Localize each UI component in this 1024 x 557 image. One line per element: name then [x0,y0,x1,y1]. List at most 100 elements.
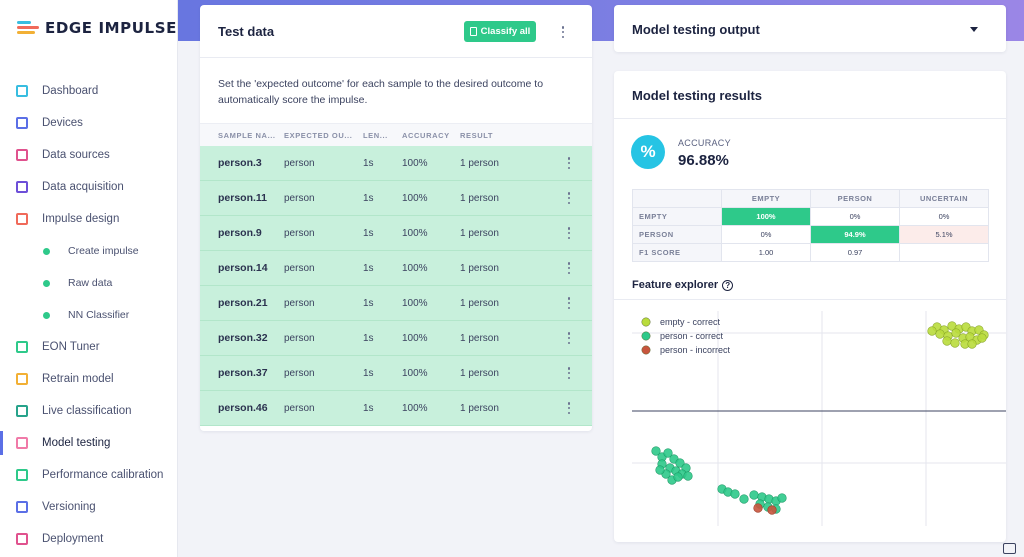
row-options-icon[interactable] [567,227,571,239]
table-row[interactable]: person.46 person 1s 100% 1 person [200,391,592,426]
scatter-point[interactable] [655,465,665,475]
table-row[interactable]: person.9 person 1s 100% 1 person [200,216,592,251]
sidebar-item[interactable]: EON Tuner [0,333,178,361]
scatter-point[interactable] [942,336,952,346]
row-options-icon[interactable] [567,332,571,344]
brand-logo[interactable]: EDGE IMPULSE [17,19,177,37]
bullet-icon [43,279,50,287]
results-title: Model testing results [632,88,763,103]
sidebar-item-label: Devices [42,117,83,129]
cell-result: 1 person [460,298,499,309]
sidebar-item[interactable]: Devices [0,109,178,137]
matrix-cell: 100% [721,207,811,226]
sidebar-item[interactable]: Versioning [0,493,178,521]
cell-accuracy: 100% [402,263,428,274]
sidebar-item-label: Impulse design [42,213,120,225]
sidebar-item[interactable]: Performance calibration [0,461,178,489]
cell-result: 1 person [460,368,499,379]
table-row[interactable]: person.3 person 1s 100% 1 person [200,146,592,181]
table-row[interactable]: person.37 person 1s 100% 1 person [200,356,592,391]
column-header[interactable]: LEN... [363,131,388,140]
test-data-description: Set the 'expected outcome' for each samp… [218,78,544,106]
table-row[interactable]: person.11 person 1s 100% 1 person [200,181,592,216]
sidebar-item[interactable]: Retrain model [0,365,178,393]
sidebar-item-label: Live classification [42,405,132,417]
sidebar-item[interactable]: Create impulse [0,237,178,265]
sidebar-item[interactable]: Deployment [0,525,178,553]
sample-name[interactable]: person.3 [218,157,262,169]
scatter-point[interactable] [777,493,787,503]
sample-name[interactable]: person.46 [218,402,268,414]
scatter-point[interactable] [753,503,763,513]
sample-name[interactable]: person.37 [218,367,268,379]
wand-icon [16,149,28,161]
scatter-point[interactable] [977,333,987,343]
scatter-point[interactable] [739,494,749,504]
cell-result: 1 person [460,333,499,344]
chip-icon [16,117,28,129]
sidebar-item[interactable]: Impulse design [0,205,178,233]
row-options-icon[interactable] [567,402,571,414]
sidebar-item[interactable]: Data sources [0,141,178,169]
scatter-point[interactable] [730,489,740,499]
sidebar-item[interactable]: Data acquisition [0,173,178,201]
sample-name[interactable]: person.11 [218,192,268,204]
scatter-point[interactable] [927,326,937,336]
cell-expected: person [284,298,315,309]
sample-name[interactable]: person.21 [218,297,268,309]
scatter-point[interactable] [950,338,960,348]
column-header[interactable]: RESULT [460,131,494,140]
clipboard-icon [469,27,477,36]
cell-expected: person [284,158,315,169]
scatter-point[interactable] [651,446,661,456]
matrix-corner [632,189,722,208]
column-header[interactable]: SAMPLE NA... [218,131,276,140]
divider [200,57,592,58]
matrix-row-header: PERSON [632,225,722,244]
row-options-icon[interactable] [567,367,571,379]
feedback-icon[interactable] [1003,543,1016,554]
matrix-cell: 0% [810,207,900,226]
row-options-icon[interactable] [567,157,571,169]
chevron-down-icon[interactable] [970,27,978,32]
more-options-icon[interactable] [561,26,565,38]
scatter-point[interactable] [683,471,693,481]
legend-marker[interactable] [641,331,651,341]
box-icon [16,533,28,545]
row-options-icon[interactable] [567,297,571,309]
scatter-point[interactable] [675,458,685,468]
matrix-col-header: EMPTY [721,189,811,208]
sample-name[interactable]: person.9 [218,227,262,239]
legend-marker[interactable] [641,345,651,355]
classify-all-button[interactable]: Classify all [464,21,536,42]
matrix-cell: 1.00 [721,243,811,262]
cell-expected: person [284,368,315,379]
table-row[interactable]: person.14 person 1s 100% 1 person [200,251,592,286]
scatter-point[interactable] [967,339,977,349]
column-header[interactable]: EXPECTED OU... [284,131,353,140]
sidebar-item[interactable]: Model testing [0,429,178,457]
sidebar-item[interactable]: Raw data [0,269,178,297]
cell-accuracy: 100% [402,228,428,239]
model-testing-output-dropdown[interactable]: Model testing output [614,5,1006,52]
sample-name[interactable]: person.32 [218,332,268,344]
scatter-point[interactable] [767,505,777,515]
scatter-point[interactable] [673,472,683,482]
scatter-point[interactable] [663,448,673,458]
sample-name[interactable]: person.14 [218,262,268,274]
sidebar-item[interactable]: NN Classifier [0,301,178,329]
scatter-point[interactable] [951,328,961,338]
scatter-point[interactable] [749,490,759,500]
table-row[interactable]: person.21 person 1s 100% 1 person [200,286,592,321]
column-header[interactable]: ACCURACY [402,131,450,140]
feature-explorer-plot[interactable]: empty - correct person - correct person - … [632,311,1006,526]
row-options-icon[interactable] [567,262,571,274]
help-icon[interactable]: ? [722,279,734,291]
sidebar-item[interactable]: Dashboard [0,77,178,105]
sidebar-item[interactable]: Live classification [0,397,178,425]
legend-marker[interactable] [641,317,651,327]
test-data-panel: Test data Classify all Set the 'expected… [200,5,592,431]
row-options-icon[interactable] [567,192,571,204]
scatter-point[interactable] [935,329,945,339]
table-row[interactable]: person.32 person 1s 100% 1 person [200,321,592,356]
